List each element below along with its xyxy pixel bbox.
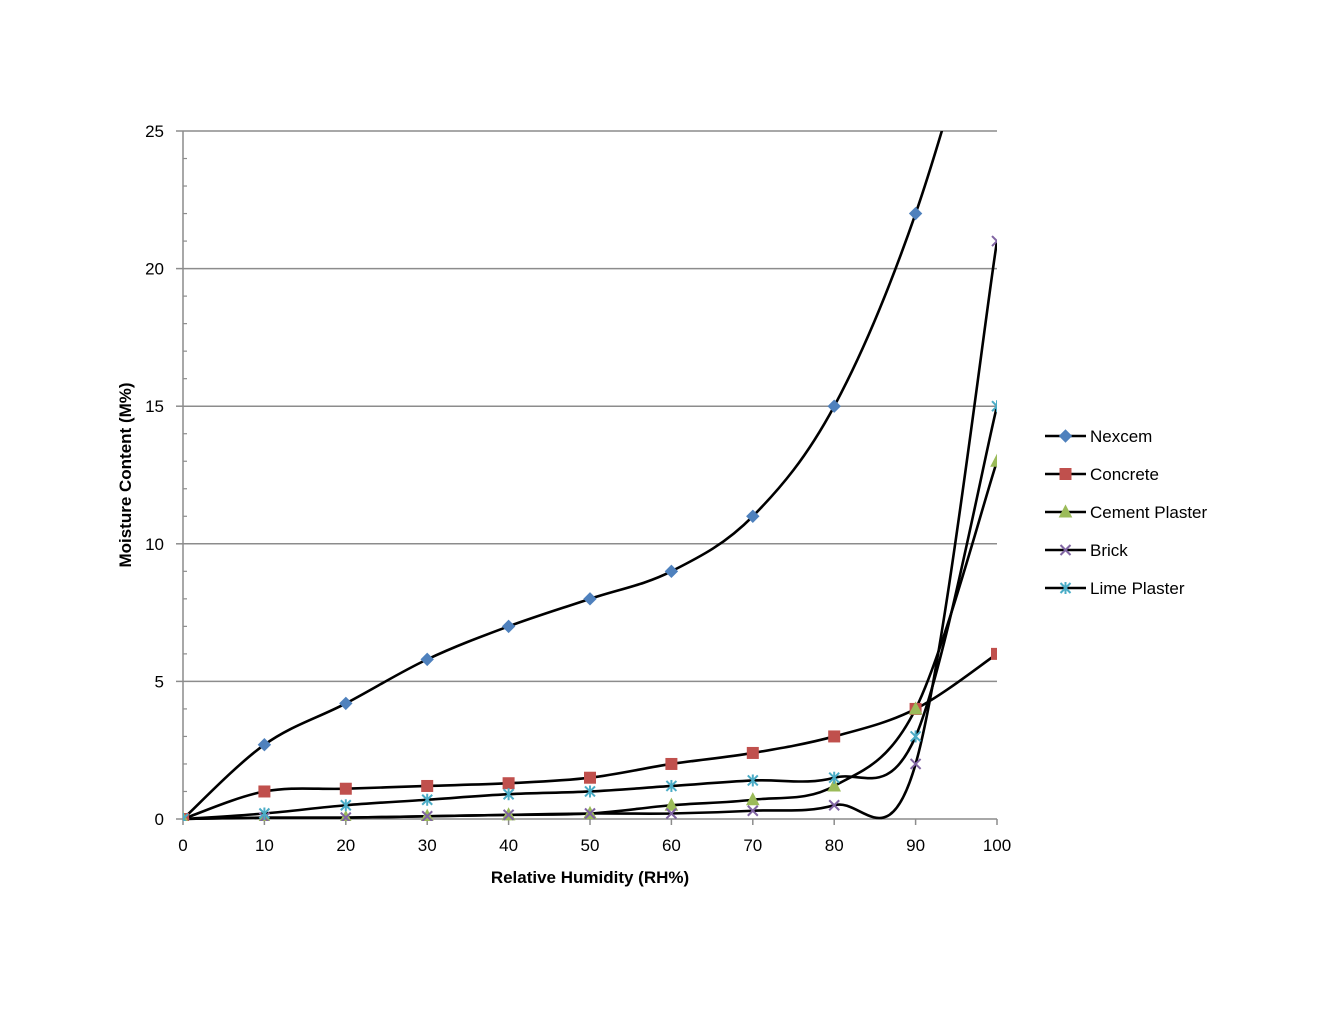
data-point-lime-plaster	[828, 771, 840, 784]
legend-label: Concrete	[1090, 465, 1159, 484]
data-point-concrete	[258, 785, 271, 798]
data-point-concrete	[339, 782, 352, 795]
legend-marker-concrete	[1059, 468, 1072, 480]
data-point-cement-plaster	[340, 810, 352, 821]
data-point-concrete	[584, 771, 596, 784]
series-line-lime-plaster	[183, 405, 997, 821]
series-line-nexcem	[183, 131, 944, 820]
data-point-nexcem	[908, 206, 923, 221]
series-line-brick	[183, 240, 997, 821]
data-point-lime-plaster	[340, 799, 352, 812]
data-point-nexcem	[501, 619, 516, 634]
data-point-lime-plaster	[665, 779, 678, 792]
legend-item-lime-plaster: Lime Plaster	[1045, 579, 1185, 598]
data-point-lime-plaster	[183, 813, 189, 821]
x-tick-label: 0	[178, 836, 187, 855]
x-tick-label: 80	[825, 836, 844, 855]
legend-label: Brick	[1090, 541, 1128, 560]
y-tick-label: 20	[145, 260, 164, 279]
x-tick-label: 10	[255, 836, 274, 855]
data-point-lime-plaster	[421, 793, 433, 806]
data-point-nexcem	[257, 737, 272, 752]
y-axis-title: Moisture Content (M%)	[116, 382, 135, 567]
data-point-lime-plaster	[502, 788, 515, 801]
data-point-concrete	[828, 730, 841, 743]
data-point-brick	[340, 811, 352, 821]
x-tick-label: 20	[336, 836, 355, 855]
data-point-brick	[584, 807, 596, 820]
data-point-nexcem	[827, 399, 841, 413]
y-tick-label: 10	[145, 535, 164, 554]
data-point-cement-plaster	[664, 797, 679, 811]
series-lines	[183, 131, 997, 821]
legend-marker-lime-plaster	[1059, 582, 1072, 594]
x-axis-title: Relative Humidity (RH%)	[491, 868, 689, 887]
x-tick-label: 90	[906, 836, 925, 855]
data-point-concrete	[421, 779, 434, 792]
data-point-nexcem	[420, 652, 434, 667]
x-tick-label: 60	[662, 836, 681, 855]
data-point-brick	[747, 805, 759, 817]
legend-item-cement-plaster: Cement Plaster	[1045, 503, 1207, 522]
data-point-lime-plaster	[909, 730, 922, 743]
legend-marker-nexcem	[1058, 429, 1073, 443]
legend-item-brick: Brick	[1045, 541, 1128, 560]
x-tick-label: 30	[418, 836, 437, 855]
data-point-lime-plaster	[747, 774, 759, 787]
legend: Nexcem Concrete Cement Plaster Brick Lime Pl…	[1045, 427, 1207, 598]
series-markers	[183, 206, 997, 821]
data-point-nexcem	[664, 564, 679, 579]
series-line-cement-plaster	[183, 460, 997, 821]
data-point-brick	[665, 807, 678, 820]
x-tick-label: 100	[983, 836, 1011, 855]
data-point-brick	[991, 235, 997, 247]
axes: 0 5 10 15 20 25 0 10 20 30 40 50 60 70 80 90 100	[145, 122, 1011, 855]
data-point-brick	[909, 758, 922, 770]
data-point-cement-plaster	[908, 701, 923, 715]
y-tick-label: 15	[145, 397, 164, 416]
legend-marker-brick	[1059, 544, 1072, 556]
data-point-concrete	[991, 647, 997, 660]
gridlines	[183, 130, 997, 683]
data-point-lime-plaster	[584, 785, 596, 798]
legend-label: Cement Plaster	[1090, 503, 1207, 522]
legend-label: Nexcem	[1090, 427, 1152, 446]
data-point-concrete	[746, 746, 759, 759]
data-point-lime-plaster	[991, 400, 997, 413]
y-tick-label: 0	[155, 810, 164, 829]
x-tick-label: 40	[499, 836, 518, 855]
data-point-concrete	[502, 777, 515, 790]
y-tick-label: 25	[145, 122, 164, 141]
x-tick-label: 70	[743, 836, 762, 855]
data-point-cement-plaster	[827, 778, 842, 792]
y-tick-label: 5	[155, 672, 164, 691]
data-point-nexcem	[583, 592, 597, 606]
data-point-concrete	[665, 757, 678, 770]
x-tick-label: 50	[581, 836, 600, 855]
data-point-cement-plaster	[990, 453, 997, 467]
legend-item-nexcem: Nexcem	[1045, 427, 1152, 446]
legend-label: Lime Plaster	[1090, 579, 1185, 598]
data-point-nexcem	[746, 509, 760, 523]
data-point-nexcem	[339, 696, 353, 711]
data-point-brick	[502, 809, 515, 821]
data-point-brick	[828, 799, 840, 811]
legend-item-concrete: Concrete	[1045, 465, 1159, 484]
data-point-cement-plaster	[745, 792, 760, 806]
data-point-brick	[421, 810, 433, 821]
data-point-lime-plaster	[258, 807, 271, 820]
legend-marker-cement-plaster	[1058, 504, 1073, 518]
